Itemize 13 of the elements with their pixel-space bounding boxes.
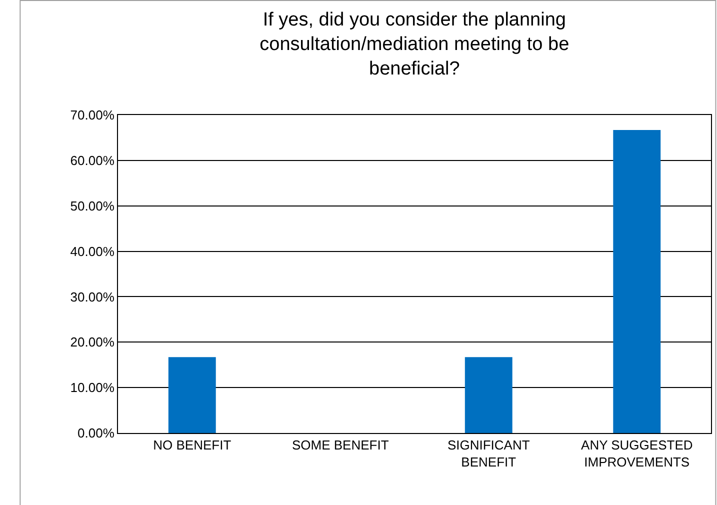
x-tick-label: NO BENEFIT (153, 438, 232, 453)
chart-title: If yes, did you consider the planning consultation/mediation meeting to be beneficial? (260, 9, 570, 80)
x-tick-label: ANY SUGGESTED IMPROVEMENTS (581, 438, 693, 470)
y-tick-label: 30.00% (70, 289, 115, 304)
x-tick-label: SIGNIFICANT BENEFIT (447, 438, 530, 470)
y-tick-label: 50.00% (70, 198, 115, 214)
y-tick-label: 60.00% (70, 152, 115, 168)
x-tick-label: SOME BENEFIT (292, 438, 389, 453)
y-tick-label: 40.00% (70, 244, 115, 259)
y-tick-label: 70.00% (70, 108, 115, 123)
y-tick-label: 20.00% (70, 334, 115, 350)
y-tick-label: 10.00% (70, 380, 115, 396)
y-tick-label: 0.00% (78, 426, 115, 441)
